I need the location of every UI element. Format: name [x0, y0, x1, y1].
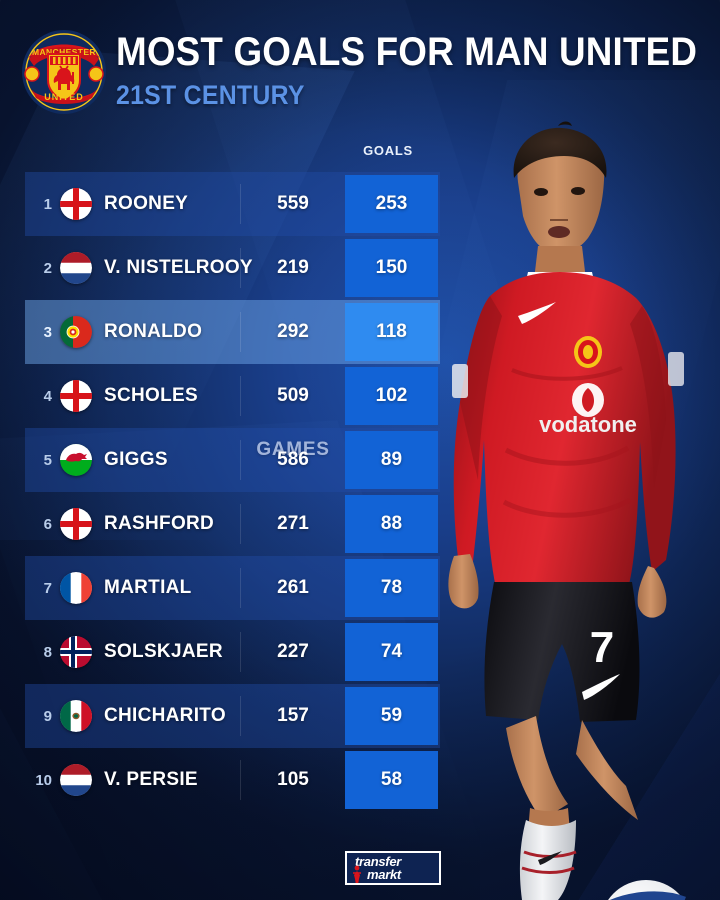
player-name: RONALDO — [104, 321, 203, 342]
svg-text:UNITED: UNITED — [44, 92, 84, 102]
goals-value: 89 — [345, 431, 438, 489]
transfermarkt-logo-line1: transfer — [355, 854, 402, 869]
photo-shorts: 7 — [484, 582, 640, 722]
flag-portugal-icon — [60, 316, 92, 348]
flag-france-icon — [60, 572, 92, 604]
table-row[interactable]: 1 ROONEY 559 253 — [0, 172, 440, 236]
games-value: 271 — [277, 513, 309, 534]
row-divider — [240, 696, 241, 736]
rank-number: 5 — [43, 451, 52, 469]
photo-sock — [519, 820, 577, 900]
games-value: 157 — [277, 705, 309, 726]
cristiano-ronaldo-photo: vodatone 7 — [448, 121, 686, 900]
row-divider — [240, 184, 241, 224]
player-name: V. PERSIE — [104, 769, 198, 790]
page-subtitle: 21ST CENTURY — [116, 80, 305, 110]
row-divider — [240, 376, 241, 416]
flag-netherlands-icon — [60, 252, 92, 284]
goals-value: 74 — [345, 623, 438, 681]
flag-mexico-icon — [60, 700, 92, 732]
table-row[interactable]: 7 MARTIAL 261 78 — [0, 556, 440, 620]
flag-netherlands-icon — [60, 764, 92, 796]
row-divider — [240, 440, 241, 480]
column-header-goals: GOALS — [363, 143, 413, 158]
goals-value: 118 — [345, 303, 438, 361]
manchester-united-crest-icon: MANCHESTER UNITED — [22, 30, 106, 114]
flag-wales-icon — [60, 444, 92, 476]
games-value: 586 — [277, 449, 309, 470]
rank-number: 3 — [43, 323, 52, 341]
row-divider — [240, 632, 241, 672]
goals-value: 58 — [345, 751, 438, 809]
games-value: 105 — [277, 769, 309, 790]
goals-value: 59 — [345, 687, 438, 745]
games-value: 509 — [277, 385, 309, 406]
page-title: MOST GOALS FOR MAN UNITED — [116, 30, 698, 74]
player-name: CHICHARITO — [104, 705, 226, 726]
column-header-games: GAMES — [256, 439, 330, 460]
row-divider — [240, 248, 241, 288]
rank-number: 2 — [43, 259, 52, 277]
player-name: GIGGS — [104, 449, 168, 470]
flag-england-icon — [60, 188, 92, 220]
flag-england-icon — [60, 380, 92, 412]
games-value: 261 — [277, 577, 309, 598]
games-value: 292 — [277, 321, 309, 342]
transfermarkt-logo[interactable]: transfer markt — [345, 851, 441, 885]
table-row[interactable]: 8 SOLSKJAER 227 74 — [0, 620, 440, 684]
player-name: MARTIAL — [104, 577, 192, 598]
player-name: SOLSKJAER — [104, 641, 223, 662]
player-name: ROONEY — [104, 193, 189, 214]
table-row[interactable]: 4 SCHOLES 509 102 — [0, 364, 440, 428]
row-divider — [240, 504, 241, 544]
table-row[interactable]: 10 V. PERSIE 105 58 — [0, 748, 440, 812]
player-name: RASHFORD — [104, 513, 215, 534]
rank-number: 8 — [43, 643, 52, 661]
svg-text:vodatone: vodatone — [539, 412, 637, 437]
table-row[interactable]: 3 RONALDO 292 118 — [0, 300, 440, 364]
games-value: 559 — [277, 193, 309, 214]
transfermarkt-figure-icon — [353, 865, 361, 883]
photo-football — [608, 880, 686, 900]
table-row[interactable]: 2 V. NISTELROOY 219 150 — [0, 236, 440, 300]
flag-england-icon — [60, 508, 92, 540]
transfermarkt-logo-line2: markt — [367, 867, 401, 882]
goals-value: 150 — [345, 239, 438, 297]
svg-text:MANCHESTER: MANCHESTER — [32, 47, 96, 57]
flag-norway-icon — [60, 636, 92, 668]
rank-number: 10 — [35, 771, 52, 789]
rank-number: 6 — [43, 515, 52, 533]
photo-head — [513, 121, 607, 255]
photo-shirt: vodatone — [452, 272, 684, 588]
table-row[interactable]: 6 RASHFORD 271 88 — [0, 492, 440, 556]
goals-value: 102 — [345, 367, 438, 425]
goals-value: 253 — [345, 175, 438, 233]
ranking-table: 1 ROONEY 559 253 2 V. NISTELROOY 219 150… — [0, 172, 440, 812]
row-divider — [240, 568, 241, 608]
player-name: SCHOLES — [104, 385, 198, 406]
header: MANCHESTER UNITED MOST GOALS FOR MAN UNI… — [0, 0, 720, 128]
svg-text:7: 7 — [590, 623, 614, 672]
player-name: V. NISTELROOY — [104, 257, 253, 278]
goals-value: 78 — [345, 559, 438, 617]
row-divider — [240, 312, 241, 352]
games-value: 227 — [277, 641, 309, 662]
rank-number: 1 — [43, 195, 52, 213]
table-row[interactable]: 9 CHICHARITO 157 59 — [0, 684, 440, 748]
row-divider — [240, 760, 241, 800]
games-value: 219 — [277, 257, 309, 278]
rank-number: 4 — [43, 387, 52, 405]
goals-value: 88 — [345, 495, 438, 553]
rank-number: 7 — [43, 579, 52, 597]
table-row[interactable]: 5 GIGGS 586 89 — [0, 428, 440, 492]
rank-number: 9 — [43, 707, 52, 725]
